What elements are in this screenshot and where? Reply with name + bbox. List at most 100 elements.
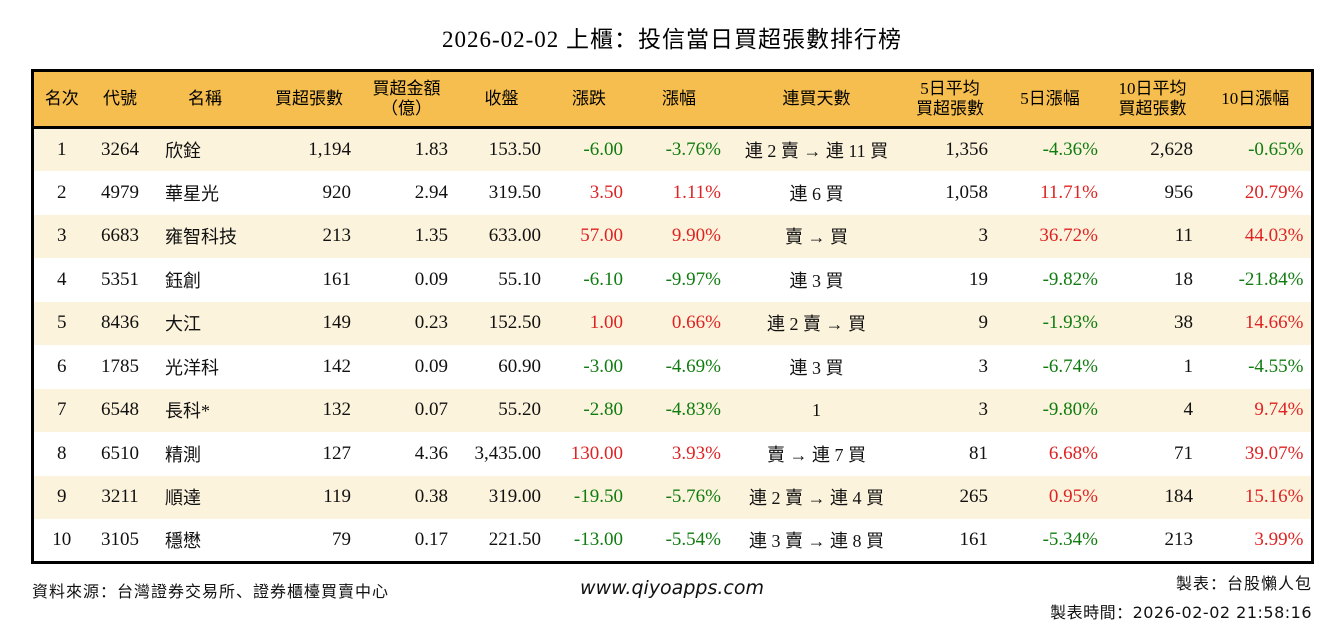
cell-change: 1.00 <box>589 312 623 334</box>
cell-close: 633.00 <box>488 225 541 247</box>
cell-name: 順達 <box>165 488 201 509</box>
cell-net-buy: 1,194 <box>308 139 351 160</box>
cell-change: 130.00 <box>570 442 623 464</box>
cell-pct10: 15.16% <box>1244 486 1304 508</box>
col-header-pct10: 10日漲幅 <box>1221 88 1290 108</box>
cell-name: 光洋科 <box>165 357 219 378</box>
col-header-avg5: 5日平均 買超張數 <box>916 78 984 118</box>
cell-pct: 3.93% <box>671 442 721 464</box>
cell-code: 6683 <box>101 225 139 247</box>
table-row: 7 6548 長科* 132 0.07 55.20 -2.80 -4.83% 1 3 -9.80% 4… <box>32 388 1312 432</box>
cell-amount: 0.17 <box>414 529 448 550</box>
col-header-name: 名稱 <box>188 88 222 108</box>
cell-avg10: 956 <box>1164 181 1194 203</box>
cell-pct5: -6.74% <box>1042 355 1098 377</box>
cell-pct5: -4.36% <box>1042 139 1098 160</box>
col-header-change: 漲跌 <box>572 88 606 108</box>
cell-close: 153.50 <box>488 139 541 160</box>
table-row: 9 3211 順達 119 0.38 319.00 -19.50 -5.76% 連 2 賣 → … <box>32 475 1312 519</box>
cell-code: 3105 <box>101 529 139 550</box>
cell-streak: 連 3 賣 → 連 8 買 <box>749 531 884 551</box>
cell-pct5: 6.68% <box>1048 442 1098 464</box>
table-row: 10 3105 穩懋 79 0.17 221.50 -13.00 -5.54% 連 3 賣 → … <box>32 519 1312 563</box>
cell-avg10: 4 <box>1183 399 1194 421</box>
cell-change: 57.00 <box>580 225 623 247</box>
cell-streak: 連 2 賣 → 連 4 買 <box>749 488 884 509</box>
cell-pct5: -1.93% <box>1042 312 1098 334</box>
cell-pct: -9.97% <box>665 268 721 290</box>
cell-close: 152.50 <box>488 312 541 334</box>
cell-streak: 賣 → 買 <box>785 227 848 248</box>
cell-pct10: 3.99% <box>1254 529 1304 550</box>
cell-change: 3.50 <box>589 181 623 203</box>
table-row: 3 6683 雍智科技 213 1.35 633.00 57.00 9.90% 賣 → 買 3 36… <box>32 214 1312 258</box>
cell-avg5: 9 <box>978 312 989 334</box>
cell-pct10: 39.07% <box>1244 442 1304 464</box>
cell-avg5: 19 <box>969 268 988 290</box>
cell-net-buy: 920 <box>322 181 352 203</box>
cell-change: -13.00 <box>573 529 623 550</box>
cell-streak: 連 2 賣 → 買 <box>767 314 866 335</box>
cell-pct10: -0.65% <box>1248 139 1304 160</box>
cell-streak: 賣 → 連 7 買 <box>767 444 866 465</box>
cell-code: 4979 <box>101 181 139 203</box>
cell-pct10: 44.03% <box>1244 225 1304 247</box>
cell-code: 3211 <box>101 486 139 508</box>
cell-avg10: 2,628 <box>1150 139 1193 160</box>
col-header-net-buy: 買超張數 <box>275 88 343 108</box>
cell-pct: -4.69% <box>665 355 721 377</box>
cell-net-buy: 142 <box>322 355 352 377</box>
cell-change: -2.80 <box>583 399 623 421</box>
table-row: 8 6510 精測 127 4.36 3,435.00 130.00 3.93% 賣 → 連 7… <box>32 432 1312 476</box>
cell-net-buy: 149 <box>322 312 352 334</box>
cell-avg5: 1,356 <box>945 139 988 160</box>
cell-name: 長科* <box>165 401 210 422</box>
cell-name: 穩懋 <box>165 531 201 551</box>
cell-amount: 0.07 <box>414 399 448 421</box>
cell-change: -3.00 <box>583 355 623 377</box>
cell-avg10: 213 <box>1164 529 1194 550</box>
cell-code: 3264 <box>101 139 139 160</box>
cell-pct5: 11.71% <box>1040 181 1098 203</box>
report-page: 2026-02-02 上櫃：投信當日買超張數排行榜 名次 代號 名稱 買超張數 … <box>0 20 1344 624</box>
cell-avg5: 3 <box>978 225 989 247</box>
cell-name: 雍智科技 <box>165 227 237 248</box>
cell-rank: 6 <box>57 355 67 377</box>
col-header-amount: 買超金額 （億） <box>372 78 441 118</box>
cell-close: 319.00 <box>488 486 541 508</box>
cell-net-buy: 213 <box>322 225 352 247</box>
header-row: 名次 代號 名稱 買超張數 買超金額 （億） 收盤 漲跌 漲幅 連買天數 5日平… <box>32 70 1312 128</box>
cell-pct10: 20.79% <box>1244 181 1304 203</box>
col-header-rank: 名次 <box>44 88 79 108</box>
cell-rank: 4 <box>57 268 67 290</box>
cell-name: 精測 <box>165 444 201 465</box>
cell-streak: 連 3 買 <box>789 270 844 291</box>
cell-avg5: 1,058 <box>945 181 988 203</box>
cell-pct: 9.90% <box>671 225 721 247</box>
cell-avg10: 71 <box>1174 442 1193 464</box>
table-row: 2 4979 華星光 920 2.94 319.50 3.50 1.11% 連 6 買 1,058… <box>32 171 1312 215</box>
cell-close: 55.10 <box>498 268 541 290</box>
cell-amount: 0.09 <box>414 355 448 377</box>
cell-net-buy: 132 <box>322 399 352 421</box>
cell-amount: 1.83 <box>414 139 448 160</box>
table-row: 5 8436 大江 149 0.23 152.50 1.00 0.66% 連 2 賣 → 買 9 -… <box>32 301 1312 345</box>
website-url: www.qiyoapps.com <box>580 577 764 599</box>
table-row: 4 5351 鈺創 161 0.09 55.10 -6.10 -9.97% 連 3 買 19 -9.… <box>32 258 1312 302</box>
cell-name: 大江 <box>165 314 201 335</box>
cell-pct: -5.54% <box>665 529 721 550</box>
cell-close: 319.50 <box>488 181 541 203</box>
cell-avg10: 11 <box>1174 225 1193 247</box>
cell-avg5: 81 <box>969 442 988 464</box>
cell-change: -6.10 <box>583 268 623 290</box>
cell-amount: 2.94 <box>414 181 448 203</box>
credits: 製表：台股懶人包 製表時間：2026-02-02 21:58:16 <box>1050 570 1312 623</box>
cell-streak: 連 6 買 <box>789 183 844 204</box>
cell-change: -6.00 <box>583 139 623 160</box>
col-header-change-pct: 漲幅 <box>662 88 696 108</box>
cell-close: 55.20 <box>498 399 541 421</box>
ranking-table: 名次 代號 名稱 買超張數 買超金額 （億） 收盤 漲跌 漲幅 連買天數 5日平… <box>30 69 1314 564</box>
cell-pct10: 9.74% <box>1254 399 1304 421</box>
cell-avg10: 1 <box>1183 355 1194 377</box>
cell-close: 3,435.00 <box>474 442 542 464</box>
